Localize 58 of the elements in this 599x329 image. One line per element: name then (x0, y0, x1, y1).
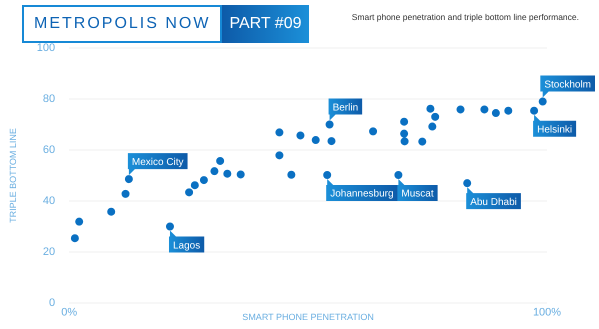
point (400, 130, 408, 138)
point (327, 137, 336, 146)
point (492, 109, 500, 118)
chart-title: METROPOLIS NOW (22, 5, 222, 43)
point (400, 137, 409, 146)
y-tick-label: 0 (49, 297, 56, 310)
y-axis-title: TRIPLE BOTTOM LINE (8, 128, 18, 223)
y-tick-label: 40 (42, 195, 56, 208)
annotation: Helsinki (537, 124, 572, 136)
point (369, 127, 378, 136)
point (312, 136, 320, 144)
point (107, 208, 116, 216)
x-axis-title: SMART PHONE PENETRATION (242, 312, 374, 322)
point (431, 112, 440, 121)
annotation: Stockholm (544, 79, 592, 90)
y-tick-label: 60 (42, 144, 56, 156)
point (538, 98, 547, 106)
point (400, 118, 408, 126)
point (122, 190, 130, 198)
point (504, 106, 512, 115)
point (223, 170, 232, 178)
point (456, 105, 465, 114)
point (210, 167, 218, 176)
point (480, 105, 488, 114)
point (418, 138, 426, 146)
point (323, 170, 332, 179)
point (216, 156, 224, 165)
point (166, 222, 174, 230)
point (428, 122, 436, 131)
point (394, 170, 402, 179)
point (124, 175, 133, 184)
point (200, 176, 208, 184)
point (275, 128, 284, 136)
y-tick-label: 80 (42, 93, 56, 106)
y-tick-label: 20 (42, 246, 56, 258)
point (275, 151, 284, 160)
point (296, 131, 304, 140)
x-tick-label: 100% (532, 306, 562, 319)
annotation: Muscat (401, 188, 434, 200)
x-tick-label: 0% (61, 306, 78, 319)
point (75, 218, 84, 226)
point (236, 170, 245, 178)
point (185, 188, 194, 196)
annotation: Berlin (332, 102, 358, 114)
y-tick-label: 100 (36, 42, 56, 54)
point (70, 234, 79, 242)
point (426, 104, 434, 113)
annotation: Mexico City (132, 156, 184, 168)
point (326, 120, 334, 128)
point (287, 170, 296, 179)
annotation: Lagos (172, 240, 200, 252)
annotation: Abu Dhabi (470, 196, 517, 208)
text: Smart phone penetration and triple bottom line performance. (352, 12, 579, 22)
point (190, 181, 199, 190)
annotation: Johannesburg (330, 188, 394, 200)
chart-subtitle: PART #09 (222, 5, 308, 43)
point (530, 106, 538, 115)
point (463, 179, 472, 188)
